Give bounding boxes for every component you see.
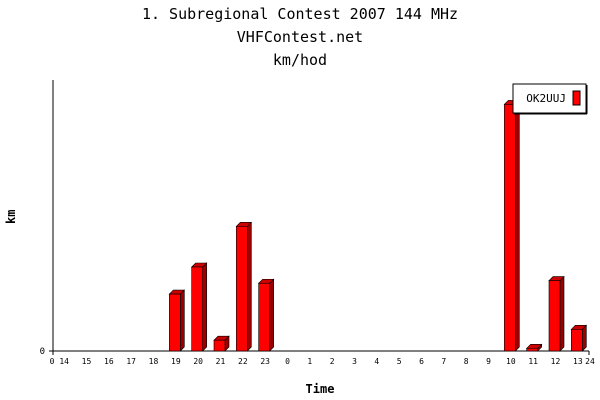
bar bbox=[235, 221, 253, 352]
legend-swatch bbox=[572, 90, 581, 106]
x-tick-label: 9 bbox=[486, 357, 491, 366]
bar bbox=[570, 324, 588, 352]
chart-bars bbox=[168, 99, 588, 352]
bar-front bbox=[526, 347, 538, 352]
x-tick-label: 18 bbox=[149, 357, 159, 366]
bar bbox=[168, 289, 186, 352]
bar-front bbox=[213, 339, 226, 352]
bar bbox=[190, 262, 208, 352]
bar bbox=[503, 99, 521, 352]
legend: OK2UUJ bbox=[512, 83, 588, 115]
x-tick-label: 16 bbox=[104, 357, 114, 366]
chart-title: 1. Subregional Contest 2007 144 MHz bbox=[141, 5, 459, 23]
bar bbox=[257, 278, 275, 352]
bar-front bbox=[236, 226, 248, 352]
bar-side bbox=[582, 324, 587, 352]
x-axis-label: Time bbox=[305, 382, 335, 396]
bar-side bbox=[559, 275, 565, 352]
bar-front bbox=[571, 329, 583, 352]
x-tick-label: 17 bbox=[126, 357, 136, 366]
bar-side bbox=[180, 289, 185, 352]
x-edge-label-start: 0 bbox=[50, 357, 55, 366]
y-tick-label: 0 bbox=[40, 347, 45, 357]
bar-side bbox=[269, 278, 274, 352]
x-tick-label: 22 bbox=[238, 357, 248, 366]
x-tick-label: 6 bbox=[419, 357, 424, 366]
x-tick-label: 21 bbox=[216, 357, 226, 366]
x-tick-label: 4 bbox=[374, 357, 379, 366]
x-edge-label-end: 24 bbox=[585, 357, 595, 366]
bar-front bbox=[504, 104, 516, 352]
x-tick-label: 14 bbox=[59, 357, 69, 366]
x-tick-label: 8 bbox=[464, 357, 469, 366]
chart-axes: 0 bbox=[40, 80, 589, 357]
bar bbox=[525, 343, 543, 352]
bar-front bbox=[548, 280, 561, 352]
x-tick-label: 3 bbox=[352, 357, 357, 366]
x-tick-label: 23 bbox=[260, 357, 270, 366]
x-tick-label: 12 bbox=[551, 357, 561, 366]
bar-front bbox=[191, 266, 203, 352]
bar bbox=[548, 275, 565, 352]
x-tick-label: 5 bbox=[397, 357, 402, 366]
x-tick-label: 0 bbox=[285, 357, 290, 366]
x-tick-label: 15 bbox=[82, 357, 92, 366]
x-tick-label: 19 bbox=[171, 357, 181, 366]
x-tick-label: 10 bbox=[506, 357, 516, 366]
legend-entry-label: OK2UUJ bbox=[526, 92, 566, 105]
x-tick-label: 11 bbox=[528, 357, 538, 366]
bar-front bbox=[169, 293, 181, 352]
x-tick-label: 13 bbox=[573, 357, 583, 366]
x-tick-label: 2 bbox=[330, 357, 335, 366]
bar-side bbox=[202, 262, 207, 352]
x-tick-label: 7 bbox=[441, 357, 446, 366]
bar-side bbox=[247, 221, 252, 352]
x-tick-label: 20 bbox=[193, 357, 203, 366]
chart-unit-label: km/hod bbox=[272, 51, 328, 69]
bar bbox=[213, 335, 230, 352]
bar-side bbox=[515, 99, 520, 352]
chart-subtitle: VHFContest.net bbox=[236, 28, 364, 46]
x-tick-label: 1 bbox=[307, 357, 312, 366]
bar-front bbox=[258, 282, 270, 352]
